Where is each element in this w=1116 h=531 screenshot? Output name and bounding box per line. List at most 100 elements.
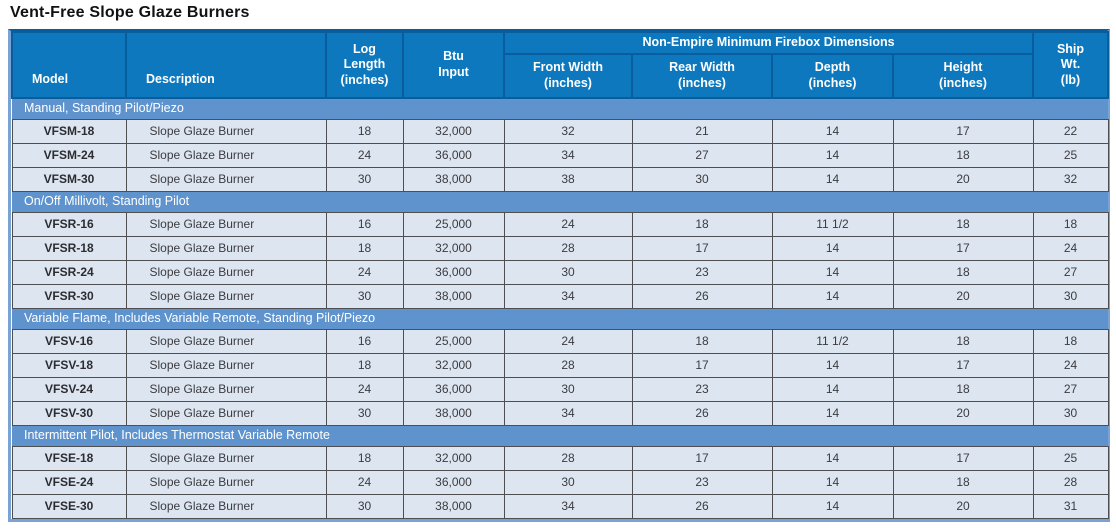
height-cell: 20 — [892, 283, 1034, 309]
burners-spec-table: Model Description Log Length (inches) Bt… — [11, 31, 1109, 519]
table-row: VFSV-16 Slope Glaze Burner 16 25,000 24 18 11 … — [11, 328, 1109, 354]
front-width-cell: 34 — [503, 283, 633, 309]
table-row: VFSV-24 Slope Glaze Burner 24 36,000 30 23 14 1… — [11, 376, 1109, 402]
model-cell: VFSR-18 — [11, 235, 127, 261]
ship-wt-cell: 30 — [1032, 400, 1109, 426]
btu-input-cell: 38,000 — [402, 400, 505, 426]
rear-width-cell: 23 — [631, 376, 773, 402]
height-cell: 17 — [892, 118, 1034, 144]
ship-wt-cell: 32 — [1032, 166, 1109, 192]
rear-width-cell: 18 — [631, 211, 773, 237]
rear-width-cell: 17 — [631, 445, 773, 471]
height-cell: 20 — [892, 400, 1034, 426]
height-cell: 18 — [892, 211, 1034, 237]
btu-input-cell: 25,000 — [402, 211, 505, 237]
ship-wt-cell: 27 — [1032, 259, 1109, 285]
ship-wt-cell: 18 — [1032, 328, 1109, 354]
front-width-cell: 38 — [503, 166, 633, 192]
model-cell: VFSM-24 — [11, 142, 127, 168]
front-width-cell: 32 — [503, 118, 633, 144]
section-label: Variable Flame, Includes Variable Remote… — [12, 307, 1108, 330]
table-row: VFSM-18 Slope Glaze Burner 18 32,000 32 21 14 1… — [11, 118, 1109, 144]
rear-width-cell: 27 — [631, 142, 773, 168]
log-length-cell: 18 — [325, 118, 404, 144]
depth-cell: 14 — [771, 166, 894, 192]
section-header-row: Manual, Standing Pilot/Piezo — [12, 97, 1108, 120]
description-cell: Slope Glaze Burner — [125, 283, 327, 309]
table-header: Model Description Log Length (inches) Bt… — [11, 31, 1109, 99]
rear-width-cell: 21 — [631, 118, 773, 144]
description-cell: Slope Glaze Burner — [125, 328, 327, 354]
section-label: On/Off Millivolt, Standing Pilot — [12, 190, 1108, 213]
model-cell: VFSV-30 — [11, 400, 127, 426]
log-length-cell: 16 — [325, 328, 404, 354]
height-cell: 17 — [892, 352, 1034, 378]
description-cell: Slope Glaze Burner — [125, 211, 327, 237]
log-length-cell: 18 — [325, 445, 404, 471]
height-cell: 20 — [892, 493, 1034, 519]
table-row: VFSV-30 Slope Glaze Burner 30 38,000 34 26 14 2… — [11, 400, 1109, 426]
log-length-cell: 30 — [325, 493, 404, 519]
depth-cell: 14 — [771, 352, 894, 378]
ship-wt-cell: 27 — [1032, 376, 1109, 402]
height-cell: 18 — [892, 259, 1034, 285]
model-cell: VFSR-30 — [11, 283, 127, 309]
front-width-cell: 28 — [503, 235, 633, 261]
ship-wt-cell: 18 — [1032, 211, 1109, 237]
height-cell: 18 — [892, 376, 1034, 402]
log-length-cell: 18 — [325, 235, 404, 261]
log-length-cell: 18 — [325, 352, 404, 378]
burners-table-wrapper: Model Description Log Length (inches) Bt… — [8, 29, 1110, 522]
section-label: Manual, Standing Pilot/Piezo — [12, 97, 1108, 120]
ship-wt-cell: 28 — [1032, 469, 1109, 495]
log-length-cell: 24 — [325, 376, 404, 402]
btu-input-cell: 25,000 — [402, 328, 505, 354]
table-row: VFSR-30 Slope Glaze Burner 30 38,000 34 26 14 2… — [11, 283, 1109, 309]
front-width-cell: 30 — [503, 469, 633, 495]
model-cell: VFSR-24 — [11, 259, 127, 285]
front-width-cell: 34 — [503, 400, 633, 426]
log-length-cell: 30 — [325, 400, 404, 426]
ship-wt-cell: 22 — [1032, 118, 1109, 144]
depth-cell: 14 — [771, 376, 894, 402]
ship-wt-cell: 24 — [1032, 352, 1109, 378]
column-header-model: Model — [11, 31, 127, 99]
front-width-cell: 34 — [503, 493, 633, 519]
table-row: VFSV-18 Slope Glaze Burner 18 32,000 28 17 14 1… — [11, 352, 1109, 378]
description-cell: Slope Glaze Burner — [125, 166, 327, 192]
btu-input-cell: 36,000 — [402, 469, 505, 495]
rear-width-cell: 17 — [631, 352, 773, 378]
front-width-cell: 30 — [503, 376, 633, 402]
rear-width-cell: 26 — [631, 493, 773, 519]
log-length-cell: 30 — [325, 166, 404, 192]
front-width-cell: 28 — [503, 352, 633, 378]
ship-wt-cell: 31 — [1032, 493, 1109, 519]
ship-wt-cell: 30 — [1032, 283, 1109, 309]
front-width-cell: 24 — [503, 328, 633, 354]
btu-input-cell: 36,000 — [402, 142, 505, 168]
model-cell: VFSE-18 — [11, 445, 127, 471]
depth-cell: 14 — [771, 283, 894, 309]
column-header-height: Height (inches) — [892, 53, 1034, 99]
section-header-row: Variable Flame, Includes Variable Remote… — [12, 307, 1108, 330]
btu-input-cell: 32,000 — [402, 118, 505, 144]
height-cell: 18 — [892, 469, 1034, 495]
column-header-btu-input: Btu Input — [402, 31, 505, 99]
description-cell: Slope Glaze Burner — [125, 142, 327, 168]
log-length-cell: 16 — [325, 211, 404, 237]
section-label: Intermittent Pilot, Includes Thermostat … — [12, 424, 1108, 447]
btu-input-cell: 38,000 — [402, 166, 505, 192]
rear-width-cell: 23 — [631, 259, 773, 285]
height-cell: 17 — [892, 235, 1034, 261]
ship-wt-cell: 24 — [1032, 235, 1109, 261]
description-cell: Slope Glaze Burner — [125, 493, 327, 519]
description-cell: Slope Glaze Burner — [125, 259, 327, 285]
height-cell: 18 — [892, 142, 1034, 168]
depth-cell: 11 1/2 — [771, 211, 894, 237]
column-header-ship-wt: Ship Wt. (lb) — [1032, 31, 1109, 99]
table-row: VFSR-24 Slope Glaze Burner 24 36,000 30 23 14 1… — [11, 259, 1109, 285]
section-header-row: Intermittent Pilot, Includes Thermostat … — [12, 424, 1108, 447]
rear-width-cell: 18 — [631, 328, 773, 354]
description-cell: Slope Glaze Burner — [125, 352, 327, 378]
log-length-cell: 24 — [325, 142, 404, 168]
